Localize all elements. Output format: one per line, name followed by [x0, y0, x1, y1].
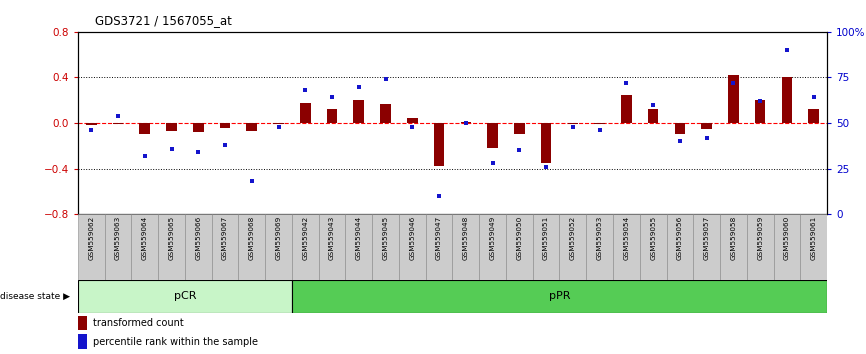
Text: disease state ▶: disease state ▶ [0, 292, 70, 301]
Text: GSM559055: GSM559055 [650, 216, 656, 261]
FancyBboxPatch shape [694, 214, 720, 280]
FancyBboxPatch shape [158, 214, 185, 280]
FancyBboxPatch shape [667, 214, 694, 280]
Text: GDS3721 / 1567055_at: GDS3721 / 1567055_at [95, 13, 232, 27]
FancyBboxPatch shape [265, 214, 292, 280]
Text: GSM559061: GSM559061 [811, 216, 817, 261]
Bar [540, 123, 552, 163]
FancyBboxPatch shape [773, 214, 800, 280]
FancyBboxPatch shape [720, 214, 746, 280]
Text: GSM559062: GSM559062 [88, 216, 94, 261]
FancyBboxPatch shape [238, 214, 265, 280]
Bar [139, 123, 150, 135]
Bar [461, 122, 471, 123]
Text: GSM559046: GSM559046 [410, 216, 416, 261]
Bar [407, 119, 417, 123]
Bar [326, 109, 338, 123]
Text: GSM559060: GSM559060 [784, 216, 790, 261]
Text: GSM559053: GSM559053 [597, 216, 603, 261]
Text: GSM559054: GSM559054 [624, 216, 630, 261]
Text: GSM559050: GSM559050 [516, 216, 522, 261]
Text: transformed count: transformed count [94, 318, 184, 328]
Text: GSM559065: GSM559065 [169, 216, 175, 261]
Bar [193, 123, 204, 132]
Bar [781, 78, 792, 123]
Bar [86, 123, 97, 125]
Bar [728, 75, 739, 123]
Text: percentile rank within the sample: percentile rank within the sample [94, 337, 258, 347]
Bar [675, 123, 685, 135]
Text: GSM559051: GSM559051 [543, 216, 549, 261]
Bar [701, 123, 712, 129]
FancyBboxPatch shape [586, 214, 613, 280]
FancyBboxPatch shape [559, 214, 586, 280]
Bar [594, 123, 605, 124]
Bar [488, 123, 498, 148]
Bar [113, 123, 124, 124]
Text: GSM559058: GSM559058 [730, 216, 736, 261]
Bar [78, 316, 87, 330]
FancyBboxPatch shape [319, 214, 346, 280]
Text: GSM559042: GSM559042 [302, 216, 308, 261]
FancyBboxPatch shape [185, 214, 211, 280]
Bar [621, 95, 631, 123]
Bar [808, 109, 819, 123]
FancyBboxPatch shape [346, 214, 372, 280]
Bar [292, 280, 827, 313]
Text: GSM559068: GSM559068 [249, 216, 255, 261]
Bar [274, 123, 284, 124]
Text: GSM559043: GSM559043 [329, 216, 335, 261]
FancyBboxPatch shape [506, 214, 533, 280]
Bar [567, 123, 578, 124]
Text: pCR: pCR [174, 291, 197, 302]
Text: pPR: pPR [549, 291, 570, 302]
Text: GSM559056: GSM559056 [677, 216, 683, 261]
Text: GSM559064: GSM559064 [142, 216, 148, 261]
Bar [247, 123, 257, 131]
FancyBboxPatch shape [613, 214, 640, 280]
Text: GSM559059: GSM559059 [757, 216, 763, 261]
FancyBboxPatch shape [452, 214, 479, 280]
Bar [380, 104, 391, 123]
Bar [78, 335, 87, 349]
Bar [220, 123, 230, 127]
FancyBboxPatch shape [746, 214, 773, 280]
FancyBboxPatch shape [292, 214, 319, 280]
Bar [300, 103, 311, 123]
FancyBboxPatch shape [132, 214, 158, 280]
FancyBboxPatch shape [479, 214, 506, 280]
FancyBboxPatch shape [78, 214, 105, 280]
FancyBboxPatch shape [399, 214, 426, 280]
Bar [648, 109, 658, 123]
Bar [353, 100, 365, 123]
Text: GSM559066: GSM559066 [196, 216, 201, 261]
Bar [166, 123, 177, 131]
FancyBboxPatch shape [640, 214, 667, 280]
Bar [434, 123, 444, 166]
Text: GSM559067: GSM559067 [222, 216, 228, 261]
Text: GSM559069: GSM559069 [275, 216, 281, 261]
Text: GSM559057: GSM559057 [704, 216, 709, 261]
FancyBboxPatch shape [372, 214, 399, 280]
Text: GSM559047: GSM559047 [436, 216, 443, 261]
FancyBboxPatch shape [426, 214, 452, 280]
Bar [514, 123, 525, 135]
Text: GSM559048: GSM559048 [462, 216, 469, 261]
FancyBboxPatch shape [533, 214, 559, 280]
Text: GSM559052: GSM559052 [570, 216, 576, 261]
Bar [78, 280, 292, 313]
Text: GSM559044: GSM559044 [356, 216, 362, 261]
FancyBboxPatch shape [800, 214, 827, 280]
Text: GSM559045: GSM559045 [383, 216, 389, 261]
Text: GSM559063: GSM559063 [115, 216, 121, 261]
FancyBboxPatch shape [211, 214, 238, 280]
Text: GSM559049: GSM559049 [489, 216, 495, 261]
Bar [755, 100, 766, 123]
FancyBboxPatch shape [105, 214, 132, 280]
